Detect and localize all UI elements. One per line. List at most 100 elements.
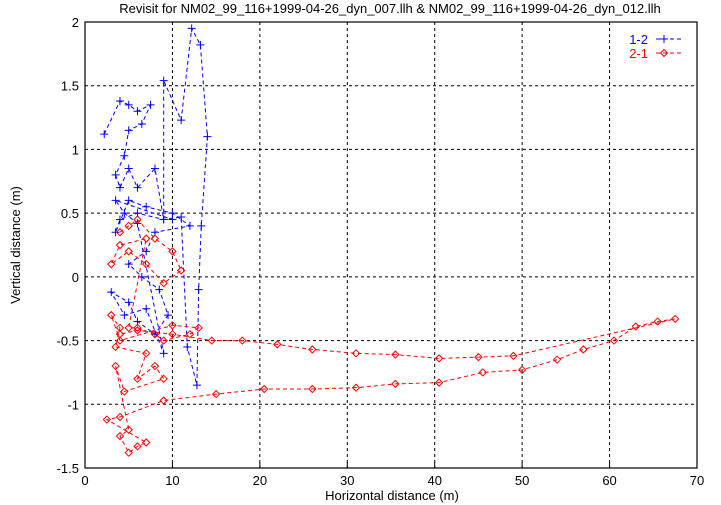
data-point: [124, 298, 133, 307]
data-point: [124, 221, 133, 231]
x-tick-label: 10: [165, 473, 179, 488]
data-point: [176, 266, 186, 275]
data-point: [111, 361, 120, 371]
data-point: [115, 228, 125, 237]
data-point: [137, 119, 146, 128]
data-point: [155, 285, 164, 294]
x-tick-label: 50: [515, 473, 529, 488]
data-point: [168, 215, 177, 224]
data-point: [115, 336, 125, 345]
data-point: [124, 425, 133, 434]
data-point: [120, 387, 129, 396]
x-tick-label: 40: [427, 473, 441, 488]
data-point: [194, 285, 203, 294]
data-point: [124, 323, 133, 333]
data-point: [159, 396, 168, 405]
x-tick-label: 20: [253, 473, 267, 488]
data-point: [111, 228, 120, 237]
data-point: [631, 322, 641, 331]
data-point: [177, 212, 186, 221]
data-point: [115, 329, 125, 339]
y-tick-label: 0: [72, 270, 79, 285]
legend-marker: [660, 35, 668, 43]
data-point: [115, 183, 124, 192]
data-point: [260, 384, 269, 394]
data-point: [351, 349, 361, 358]
data-point: [120, 151, 129, 160]
data-point: [133, 323, 142, 333]
legend-label: 1-2: [629, 32, 648, 47]
data-point: [150, 330, 159, 339]
x-axis-label: Horizontal distance (m): [325, 488, 459, 503]
data-point: [150, 329, 160, 339]
data-point: [391, 379, 400, 389]
data-point: [133, 107, 142, 116]
legend-marker: [659, 48, 669, 58]
data-point: [141, 259, 151, 269]
data-point: [146, 100, 155, 109]
data-point: [120, 311, 129, 320]
data-point: [552, 355, 562, 364]
data-point: [185, 221, 194, 230]
data-point: [168, 321, 177, 330]
data-point: [111, 196, 120, 205]
data-point: [238, 336, 247, 345]
data-point: [168, 247, 177, 256]
chart-title: Revisit for NM02_99_116+1999-04-26_dyn_0…: [119, 1, 661, 16]
data-point: [194, 323, 203, 333]
data-point: [185, 329, 195, 339]
data-point: [133, 215, 142, 224]
data-point: [107, 259, 116, 269]
data-point: [478, 368, 488, 377]
plot-frame: [84, 21, 698, 469]
y-axis-label: Vertical distance (m): [8, 186, 23, 304]
data-point: [141, 349, 151, 358]
data-point: [115, 97, 124, 106]
legend: 1-22-1: [629, 32, 684, 61]
data-point: [207, 336, 216, 345]
data-point: [141, 438, 151, 447]
y-tick-label: -1: [67, 397, 79, 412]
data-point: [115, 215, 124, 224]
data-point: [579, 345, 588, 354]
data-point: [120, 209, 129, 218]
data-point: [159, 279, 168, 288]
series-2-1: [102, 215, 680, 457]
data-point: [670, 314, 680, 324]
data-point: [107, 288, 116, 297]
data-point: [183, 342, 192, 351]
data-point: [100, 130, 109, 139]
data-point: [142, 304, 151, 313]
data-point: [124, 100, 133, 109]
y-tick-label: 1: [72, 142, 79, 157]
data-point: [474, 352, 483, 362]
x-tick-label: 60: [602, 473, 616, 488]
data-point: [159, 336, 168, 345]
data-point: [351, 383, 361, 392]
data-point: [115, 431, 125, 441]
data-point: [196, 40, 205, 49]
data-point: [391, 350, 400, 359]
data-point: [141, 234, 151, 243]
x-tick-label: 30: [340, 473, 354, 488]
x-tick-label: 70: [690, 473, 704, 488]
data-point: [203, 132, 212, 141]
data-point: [509, 351, 518, 361]
data-point: [115, 412, 125, 422]
data-point: [159, 349, 168, 358]
series-line: [105, 218, 676, 454]
data-point: [115, 240, 125, 250]
series-1-2: [100, 24, 212, 390]
data-point: [177, 116, 186, 125]
data-point: [159, 215, 168, 224]
x-tick-label: 0: [81, 473, 88, 488]
data-point: [159, 76, 168, 85]
data-point: [653, 317, 662, 326]
data-point: [187, 24, 196, 33]
data-point: [124, 260, 133, 269]
data-point: [133, 326, 142, 335]
data-point: [133, 442, 142, 451]
data-point: [197, 221, 206, 230]
